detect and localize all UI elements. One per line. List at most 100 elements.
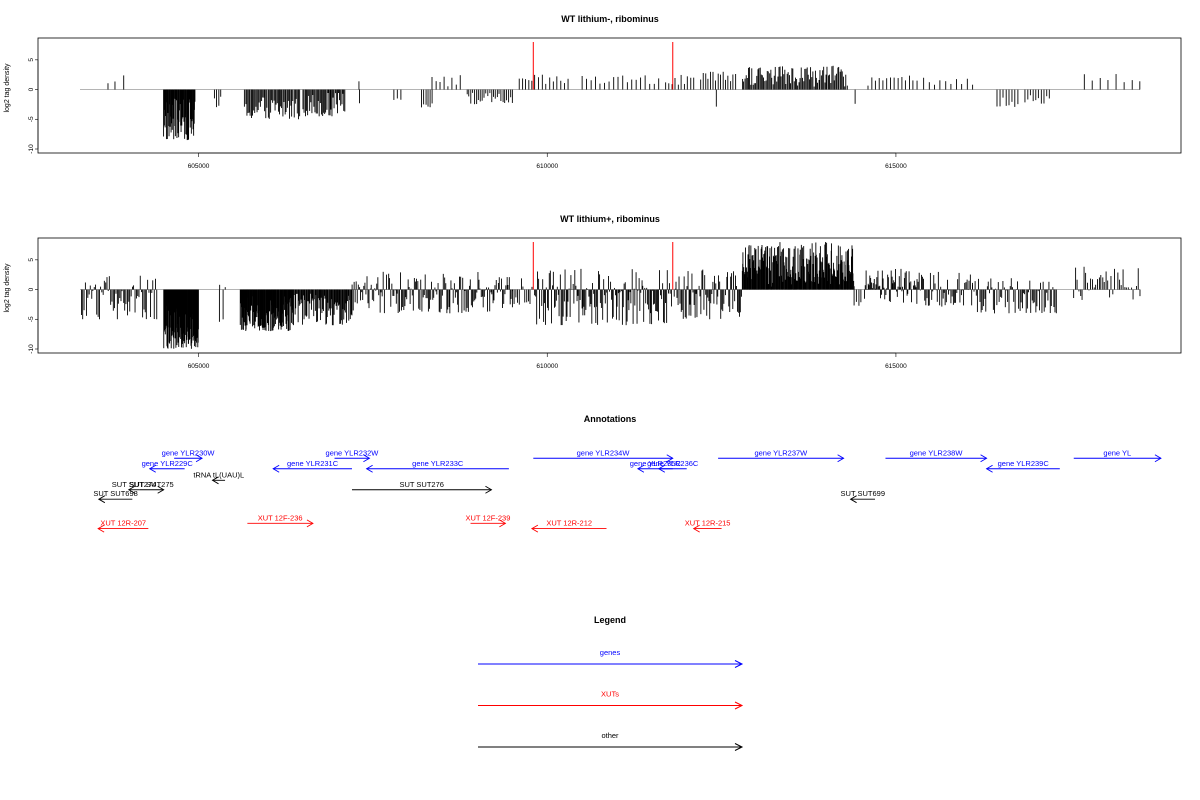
feature-arrow-head <box>127 485 136 494</box>
feature-arrow-head <box>157 485 165 494</box>
feature-arrow-head <box>837 454 845 463</box>
feature-genes: gene YLR232W <box>326 448 380 463</box>
feature-other: SUT SUT699 <box>841 489 885 504</box>
legend-label: genes <box>600 648 621 657</box>
feature-arrow-head <box>211 476 219 485</box>
feature-label: XUT 12R-215 <box>685 519 731 528</box>
feature-xuts: XUT 12F-239 <box>466 513 511 528</box>
feature-other: SUT SUT274 <box>112 480 156 494</box>
feature-xuts: XUT 12F-236 <box>247 513 314 528</box>
feature-label: gene YLR239C <box>998 459 1050 468</box>
feature-label: gene YLR235C <box>630 459 682 468</box>
feature-other: SUT SUT276 <box>351 480 493 494</box>
feature-arrow-head <box>531 524 539 533</box>
feature-genes: gene YLR236C <box>647 459 699 473</box>
feature-arrow-head <box>97 495 106 504</box>
feature-label: gene YLR230W <box>162 448 216 457</box>
feature-genes: gene YLR231C <box>272 459 352 473</box>
feature-label: gene YLR233C <box>412 459 464 468</box>
feature-arrow-head <box>306 519 314 528</box>
legend-title: Legend <box>594 615 626 625</box>
feature-genes: gene YL <box>1073 448 1162 463</box>
feature-genes: gene YLR238W <box>885 448 988 463</box>
legend-arrow-head <box>734 743 744 751</box>
x-tick-label: 610000 <box>536 163 558 170</box>
x-axis: 605000 610000 615000 <box>188 152 907 170</box>
feature-other: tRNA tL(UAU)L <box>193 470 244 485</box>
feature-genes: gene YLR237W <box>718 448 845 463</box>
feature-arrow-head <box>485 485 493 494</box>
feature-arrows: gene YLR229C gene YLR230W gene YLR231C gene… <box>93 448 1162 533</box>
feature-label: tRNA tL(UAU)L <box>193 470 244 479</box>
x-tick-label: 615000 <box>885 163 907 170</box>
feature-arrow-head <box>692 524 700 533</box>
y-tick-label: -5 <box>28 116 35 122</box>
feature-label: gene YLR229C <box>142 459 194 468</box>
feature-label: XUT 12R-212 <box>546 519 592 528</box>
x-axis: 605000 610000 615000 <box>188 352 907 370</box>
feature-label: gene YLR236C <box>647 459 699 468</box>
feature-arrow-head <box>1154 454 1162 463</box>
plot-frame <box>37 37 1182 154</box>
feature-label: SUT SUT274 <box>112 480 156 489</box>
y-axis-label: log2 tag density <box>4 63 11 113</box>
feature-label: gene YLR238W <box>910 448 964 457</box>
legend-entry-other: other <box>478 731 744 751</box>
feature-label: SUT SUT698 <box>93 489 137 498</box>
lithium-minus-panel: WT lithium-, ribominus log2 tag density … <box>4 14 1182 170</box>
x-tick-label: 615000 <box>885 363 907 370</box>
y-tick-label: -5 <box>28 316 35 322</box>
feature-arrow-head <box>980 454 988 463</box>
feature-label: gene YLR232W <box>326 448 380 457</box>
feature-genes: gene YLR233C <box>365 459 509 473</box>
feature-arrow-head <box>985 464 993 473</box>
y-axis: 5 0 -5 -10 <box>28 58 39 154</box>
annotations-title: Annotations <box>584 414 637 424</box>
feature-genes: gene YLR230W <box>162 448 216 463</box>
density-bars <box>80 42 1141 141</box>
x-tick-label: 605000 <box>188 163 210 170</box>
feature-xuts: XUT 12R-215 <box>685 519 731 533</box>
feature-arrow-head <box>363 454 371 463</box>
legend-arrow-head <box>734 701 744 710</box>
feature-genes: gene YLR229C <box>142 459 194 473</box>
feature-arrow-head <box>499 519 507 528</box>
y-tick-label: -10 <box>28 144 35 154</box>
feature-xuts: XUT 12R-212 <box>531 519 607 533</box>
legend-entry-xuts: XUTs <box>478 690 744 710</box>
feature-genes: gene YLR239C <box>985 459 1060 473</box>
legend-arrow-head <box>734 660 744 668</box>
y-tick-label: 0 <box>28 87 35 91</box>
feature-label: gene YLR231C <box>287 459 339 468</box>
feature-label: XUT 12F-239 <box>466 513 511 522</box>
legend-label: XUTs <box>601 690 619 699</box>
lithium-plus-panel: WT lithium+, ribominus log2 tag density … <box>4 214 1182 370</box>
feature-arrow-head <box>365 464 373 473</box>
x-tick-label: 605000 <box>188 363 210 370</box>
feature-arrow-head <box>272 464 280 473</box>
feature-xuts: XUT 12R-207 <box>97 519 149 533</box>
feature-label: gene YL <box>1103 448 1131 457</box>
feature-label: gene YLR234W <box>577 448 631 457</box>
feature-arrow-head <box>97 524 105 533</box>
feature-arrow-head <box>657 464 666 473</box>
panel-title: WT lithium-, ribominus <box>561 14 659 24</box>
feature-label: SUT SUT276 <box>399 480 443 489</box>
x-tick-label: 610000 <box>536 363 558 370</box>
feature-label: SUT SUT275 <box>129 480 173 489</box>
feature-label: SUT SUT699 <box>841 489 885 498</box>
feature-label: gene YLR237W <box>754 448 808 457</box>
y-tick-label: -10 <box>28 344 35 354</box>
feature-arrow-head <box>148 464 156 473</box>
feature-label: XUT 12F-236 <box>258 513 303 522</box>
feature-arrow-head <box>637 464 645 473</box>
plot-frame <box>37 237 1182 354</box>
y-axis-label: log2 tag density <box>4 263 11 313</box>
feature-label: XUT 12R-207 <box>100 519 146 528</box>
y-axis: 5 0 -5 -10 <box>28 258 39 354</box>
legend-label: other <box>601 731 619 740</box>
feature-genes: gene YLR234W <box>533 448 674 463</box>
feature-arrow-head <box>195 454 203 463</box>
